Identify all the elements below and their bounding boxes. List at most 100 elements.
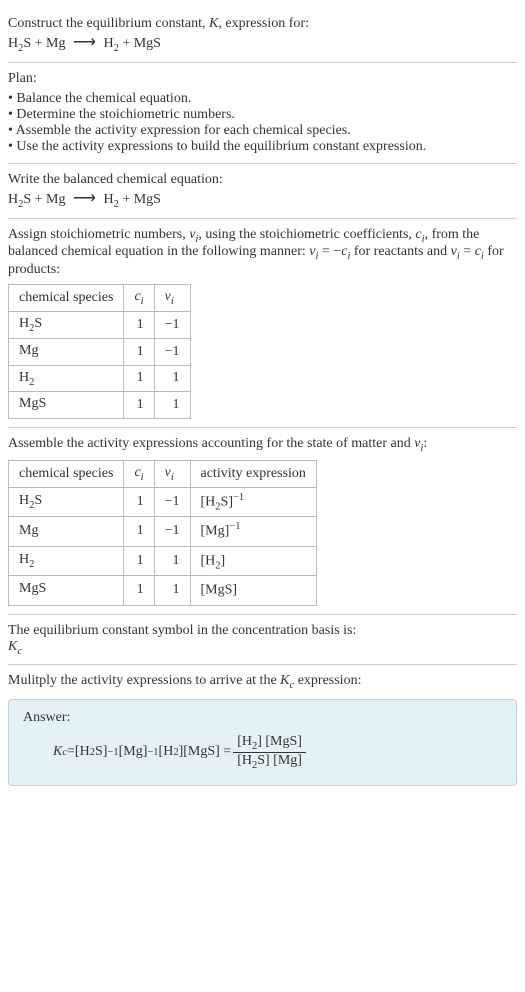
ac-a: [H <box>201 494 216 509</box>
sp-a: MgS <box>19 396 46 411</box>
col-ci: ci <box>124 285 154 312</box>
intro-K: K <box>209 16 218 31</box>
col-species: chemical species <box>9 460 124 487</box>
symbol-text: The equilibrium constant symbol in the c… <box>8 623 517 639</box>
cell-species: Mg <box>9 338 124 365</box>
eq2m: = <box>460 244 475 259</box>
cell-ci: 1 <box>124 487 154 516</box>
multiply-section: Mulitply the activity expressions to arr… <box>8 665 517 793</box>
eq1m: = − <box>318 244 341 259</box>
ci-sub: i <box>141 472 144 483</box>
activity-table: chemical species ci νi activity expressi… <box>8 460 317 606</box>
fraction: [H2] [MgS] [H2S] [Mg] <box>233 734 306 771</box>
stoich-a: Assign stoichiometric numbers, <box>8 227 189 242</box>
cell-species: MgS <box>9 392 124 419</box>
t4: [MgS] = <box>183 744 231 760</box>
cell-ci: 1 <box>124 517 154 546</box>
t2sup: −1 <box>147 747 158 758</box>
cell-nui: −1 <box>154 311 190 338</box>
ac-a: [Mg] <box>201 524 230 539</box>
t1a: [H <box>75 744 90 760</box>
mul-a: Mulitply the activity expressions to arr… <box>8 673 280 688</box>
sp-a: Mg <box>19 343 38 358</box>
nb: ] [MgS] <box>257 734 302 749</box>
sp-a: H <box>19 552 29 567</box>
intro-equation: H2S + Mg ⟶ H2 + MgS <box>8 32 517 54</box>
act-a: Assemble the activity expressions accoun… <box>8 436 414 451</box>
col-nui: νi <box>154 285 190 312</box>
multiply-text: Mulitply the activity expressions to arr… <box>8 673 517 691</box>
frac-den: [H2S] [Mg] <box>233 753 306 771</box>
plan-item: Determine the stoichiometric numbers. <box>8 107 517 123</box>
cell-nui: −1 <box>154 517 190 546</box>
sp-a: MgS <box>19 581 46 596</box>
table-row: Mg 1 −1 [Mg]−1 <box>9 517 317 546</box>
activity-text: Assemble the activity expressions accoun… <box>8 436 517 454</box>
frac-num: [H2] [MgS] <box>233 734 306 753</box>
answer-box: Answer: Kc = [H2S]−1 [Mg]−1 [H2] [MgS] =… <box>8 699 517 786</box>
balanced-section: Write the balanced chemical equation: H2… <box>8 164 517 219</box>
stoich-d: for reactants and <box>350 244 450 259</box>
plan-item: Assemble the activity expression for eac… <box>8 123 517 139</box>
act-b: : <box>423 436 427 451</box>
ac-a: [H <box>201 553 216 568</box>
sp-a: H <box>19 493 29 508</box>
intro-line: Construct the equilibrium constant, K, e… <box>8 16 517 32</box>
cell-nui: −1 <box>154 338 190 365</box>
plan-item: Balance the chemical equation. <box>8 91 517 107</box>
col-species: chemical species <box>9 285 124 312</box>
cell-activity: [MgS] <box>190 576 316 605</box>
t1b: S] <box>95 744 107 760</box>
sp-a: H <box>19 370 29 385</box>
table-row: Mg 1 −1 <box>9 338 191 365</box>
arrow-icon: ⟶ <box>69 190 100 207</box>
ans-eq: = <box>67 744 75 760</box>
table-row: H2S 1 −1 [H2S]−1 <box>9 487 317 516</box>
kc-sub: c <box>17 645 22 656</box>
answer-equation: Kc = [H2S]−1 [Mg]−1 [H2] [MgS] = [H2] [M… <box>23 734 502 771</box>
arrow-icon: ⟶ <box>69 34 100 51</box>
ac-b: S] <box>221 494 233 509</box>
ci-sub: i <box>141 296 144 307</box>
cell-ci: 1 <box>124 311 154 338</box>
ans-kc: K <box>53 744 62 760</box>
eq-rhs-a: H <box>103 36 113 51</box>
col-nui: νi <box>154 460 190 487</box>
cell-species: H2S <box>9 487 124 516</box>
stoich-section: Assign stoichiometric numbers, νi , using… <box>8 219 517 429</box>
stoich-b: , using the stoichiometric coefficients, <box>198 227 415 242</box>
cell-species: H2S <box>9 311 124 338</box>
balanced-equation: H2S + Mg ⟶ H2 + MgS <box>8 188 517 210</box>
sp-a: H <box>19 316 29 331</box>
t2a: [Mg] <box>119 744 148 760</box>
plan-item: Use the activity expressions to build th… <box>8 139 517 155</box>
cell-activity: [H2] <box>190 546 316 575</box>
nui-sub: i <box>171 296 174 307</box>
col-ci: ci <box>124 460 154 487</box>
mul-kc: K <box>280 673 289 688</box>
intro-section: Construct the equilibrium constant, K, e… <box>8 8 517 63</box>
cell-nui: 1 <box>154 546 190 575</box>
cell-nui: 1 <box>154 576 190 605</box>
cell-nui: 1 <box>154 365 190 392</box>
table-row: H2S 1 −1 <box>9 311 191 338</box>
answer-label: Answer: <box>23 710 502 726</box>
beq-lhs-a: H <box>8 192 18 207</box>
sp-b: S <box>34 316 42 331</box>
activity-section: Assemble the activity expressions accoun… <box>8 428 517 614</box>
plan-section: Plan: Balance the chemical equation. Det… <box>8 63 517 164</box>
cell-activity: [Mg]−1 <box>190 517 316 546</box>
sp-a: Mg <box>19 523 38 538</box>
mul-b: expression: <box>294 673 361 688</box>
db: S] [Mg] <box>257 753 302 768</box>
symbol-kc: Kc <box>8 639 517 657</box>
stoich-table: chemical species ci νi H2S 1 −1 Mg 1 −1 … <box>8 284 191 419</box>
sp-s: 2 <box>29 559 34 570</box>
cell-species: H2 <box>9 546 124 575</box>
table-row: MgS 1 1 [MgS] <box>9 576 317 605</box>
table-header-row: chemical species ci νi <box>9 285 191 312</box>
cell-ci: 1 <box>124 546 154 575</box>
balanced-title: Write the balanced chemical equation: <box>8 172 517 188</box>
intro-text-a: Construct the equilibrium constant, <box>8 16 209 31</box>
ac-b: ] <box>221 553 226 568</box>
